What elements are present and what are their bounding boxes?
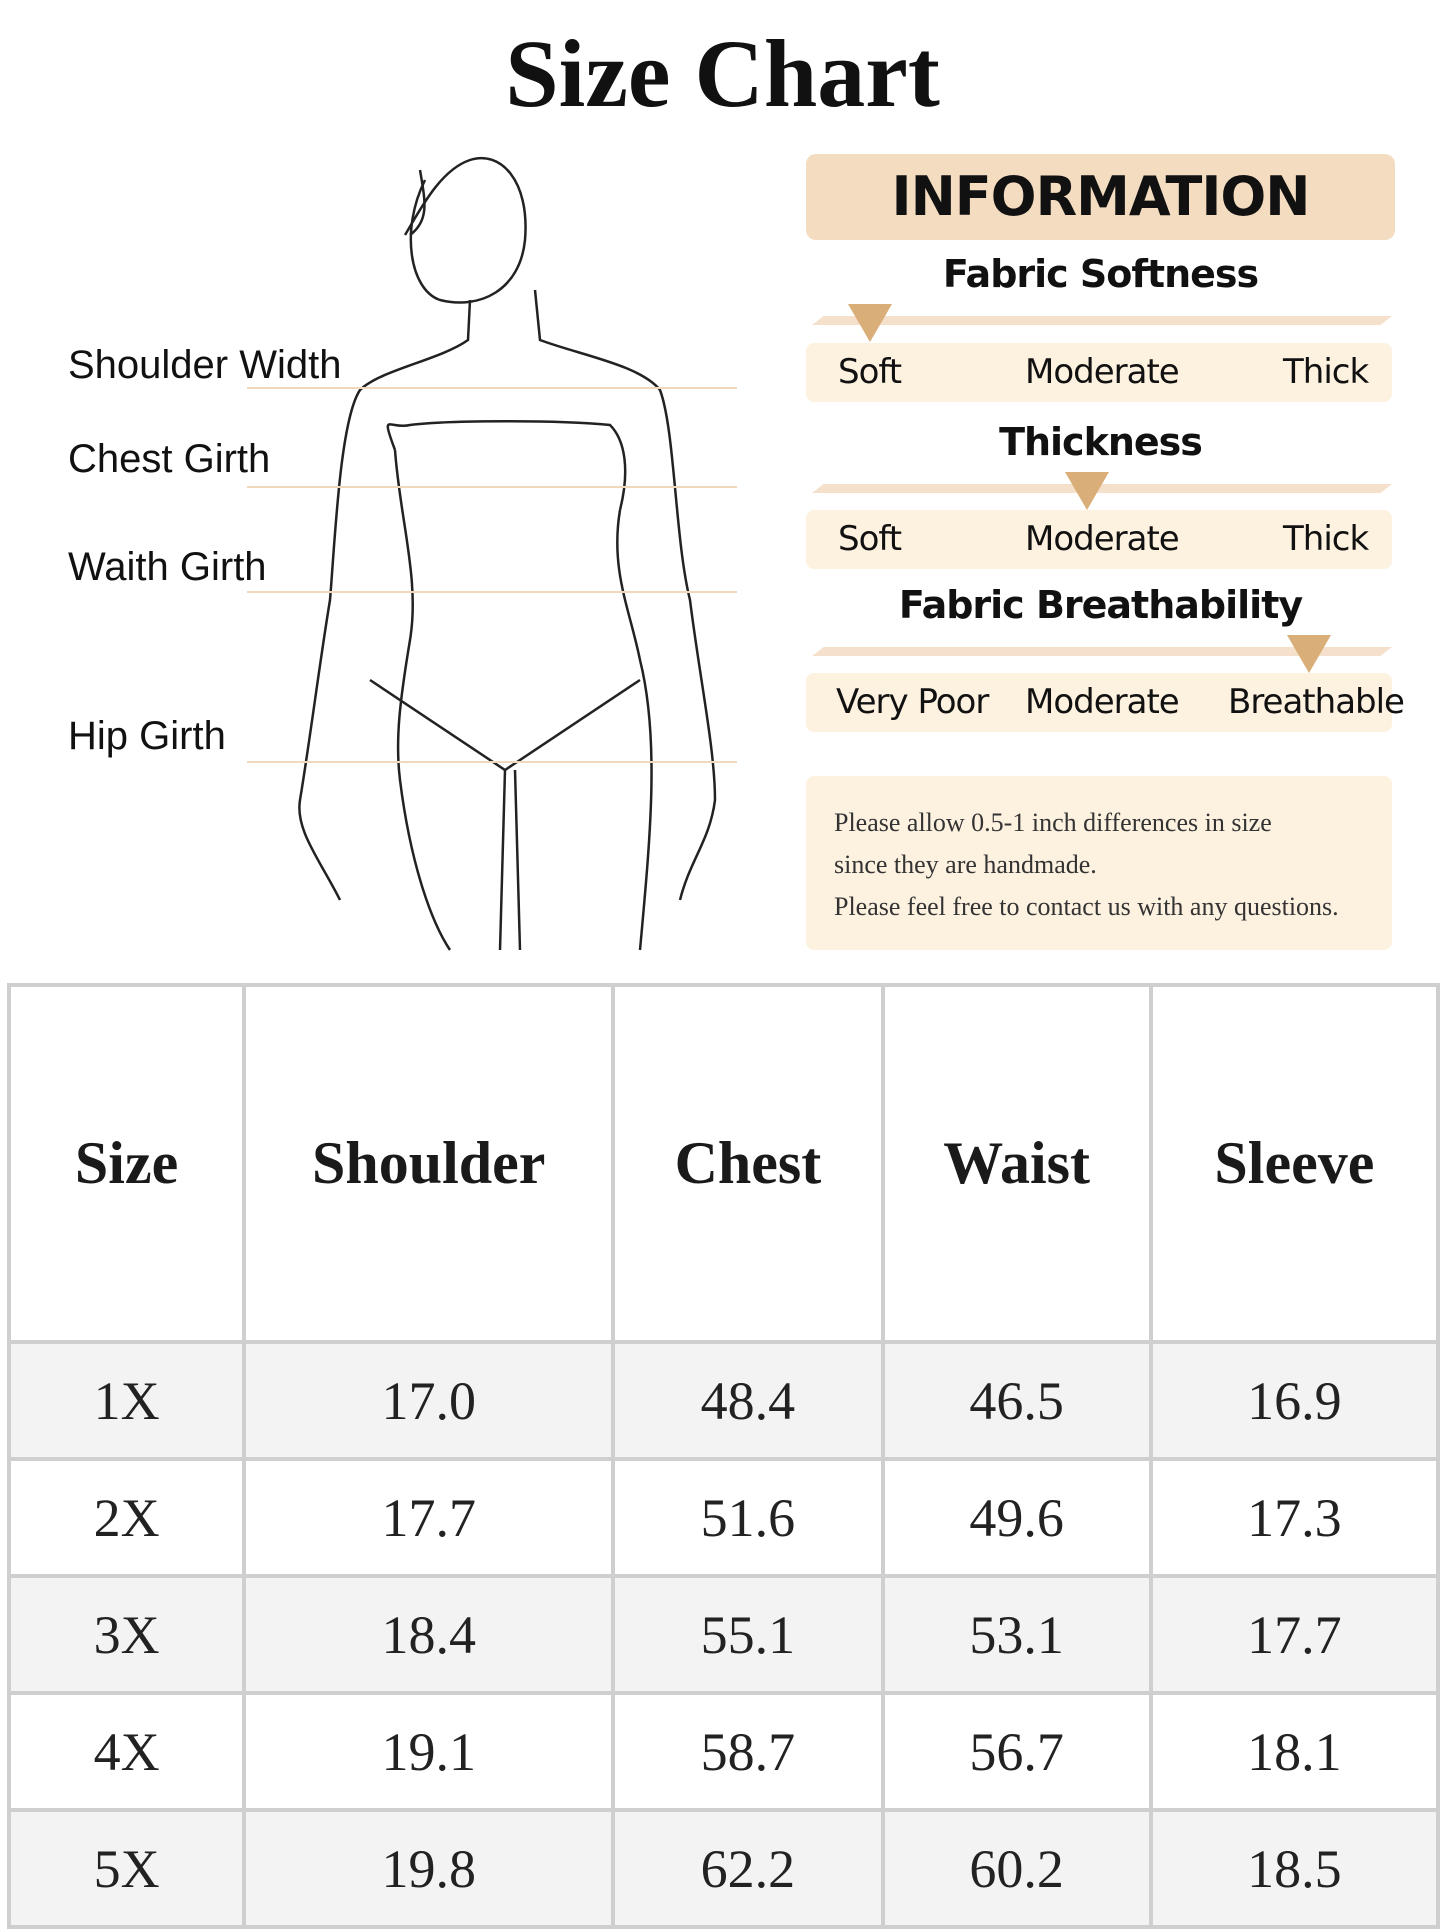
table-cell: 1X (6, 1340, 247, 1461)
table-cell: 2X (6, 1457, 247, 1578)
column-header: Chest (611, 983, 885, 1344)
scale-labels-breathability: Very Poor Moderate Breathable (806, 673, 1405, 732)
table-cell: 55.1 (611, 1574, 885, 1695)
table-cell: 60.2 (880, 1808, 1153, 1929)
column-header: Shoulder (242, 983, 616, 1344)
table-cell: 17.0 (242, 1340, 616, 1461)
table-cell: 58.7 (611, 1691, 885, 1812)
table-cell: 62.2 (611, 1808, 885, 1929)
measure-label-waist: Waith Girth (68, 545, 267, 589)
table-row: 5X 19.8 62.2 60.2 18.5 (6, 1808, 1441, 1929)
scale-label: Thick (1283, 519, 1369, 559)
column-header: Size (6, 983, 247, 1344)
table-cell: 18.4 (242, 1574, 616, 1695)
table-row: 3X 18.4 55.1 53.1 17.7 (6, 1574, 1441, 1695)
table-cell: 4X (6, 1691, 247, 1812)
table-cell: 16.9 (1148, 1340, 1441, 1461)
scale-label: Thick (1283, 352, 1369, 392)
scale-label: Breathable (1228, 682, 1405, 722)
table-cell: 18.5 (1148, 1808, 1441, 1929)
page-title: Size Chart (505, 20, 940, 127)
measure-label-hip: Hip Girth (68, 714, 226, 758)
column-header: Sleeve (1148, 983, 1441, 1344)
scale-title-thickness: Thickness (999, 420, 1203, 464)
table-cell: 53.1 (880, 1574, 1153, 1695)
thickness-marker-icon (1065, 472, 1109, 510)
table-cell: 48.4 (611, 1340, 885, 1461)
notes-box: Please allow 0.5-1 inch differences in s… (806, 776, 1392, 950)
body-figure-illustration (298, 157, 717, 951)
note-line: since they are handmade. (834, 850, 1097, 879)
measure-label-chest: Chest Girth (68, 437, 271, 481)
measure-label-shoulder: Shoulder Width (68, 343, 342, 387)
note-line: Please allow 0.5-1 inch differences in s… (834, 808, 1272, 837)
scale-label: Moderate (1025, 352, 1180, 392)
table-cell: 17.7 (1148, 1574, 1441, 1695)
table-cell: 17.3 (1148, 1457, 1441, 1578)
note-line: Please feel free to contact us with any … (834, 892, 1339, 921)
scale-labels-thickness: Soft Moderate Thick (806, 510, 1392, 569)
scale-label: Very Poor (836, 682, 989, 722)
table-row: 4X 19.1 58.7 56.7 18.1 (6, 1691, 1441, 1812)
table-cell: 49.6 (880, 1457, 1153, 1578)
scale-title-softness: Fabric Softness (942, 252, 1259, 296)
column-header: Waist (880, 983, 1153, 1344)
measure-line-hip (247, 761, 737, 763)
scale-label: Soft (838, 519, 902, 559)
table-header-row: Size Shoulder Chest Waist Sleeve (6, 983, 1441, 1344)
table-cell: 17.7 (242, 1457, 616, 1578)
size-table: Size Shoulder Chest Waist Sleeve 1X 17.0 48.4 4… (6, 983, 1441, 1929)
measure-line-chest (247, 486, 737, 488)
table-cell: 19.8 (242, 1808, 616, 1929)
scale-label: Moderate (1025, 519, 1180, 559)
information-header: INFORMATION (806, 154, 1395, 240)
table-cell: 19.1 (242, 1691, 616, 1812)
table-cell: 46.5 (880, 1340, 1153, 1461)
table-row: 1X 17.0 48.4 46.5 16.9 (6, 1340, 1441, 1461)
scale-bar-breathability (812, 647, 1392, 656)
table-cell: 3X (6, 1574, 247, 1695)
table-cell: 18.1 (1148, 1691, 1441, 1812)
table-cell: 5X (6, 1808, 247, 1929)
scale-labels-softness: Soft Moderate Thick (806, 343, 1392, 402)
breathability-marker-icon (1287, 635, 1331, 673)
scale-label: Soft (838, 352, 902, 392)
scale-title-breathability: Fabric Breathability (898, 583, 1303, 627)
table-cell: 51.6 (611, 1457, 885, 1578)
scale-bar-softness (812, 316, 1392, 325)
measure-line-shoulder (247, 387, 737, 389)
table-row: 2X 17.7 51.6 49.6 17.3 (6, 1457, 1441, 1578)
measure-line-waist (247, 591, 737, 593)
scale-label: Moderate (1025, 682, 1180, 722)
table-cell: 56.7 (880, 1691, 1153, 1812)
softness-marker-icon (848, 304, 892, 342)
